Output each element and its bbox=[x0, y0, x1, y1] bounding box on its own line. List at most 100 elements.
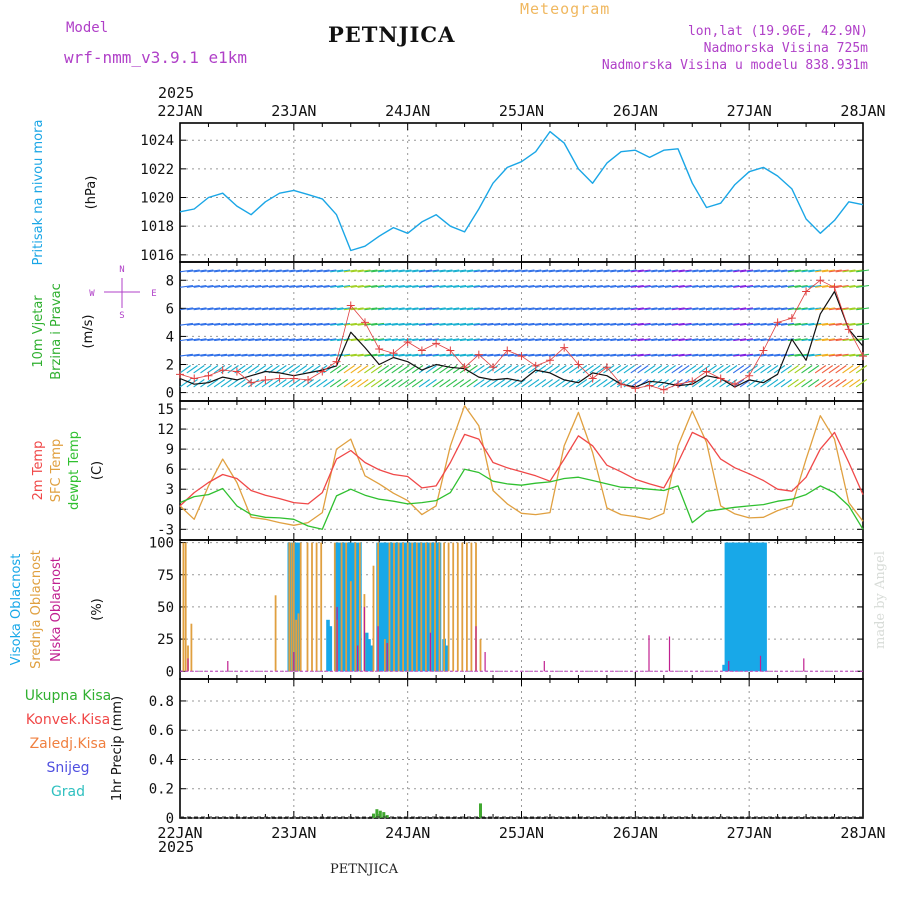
precip-legend-item: Snijeg bbox=[46, 760, 89, 776]
precip-bar bbox=[375, 809, 379, 818]
wind-barb bbox=[466, 338, 480, 342]
wind-gust-marker bbox=[688, 377, 697, 386]
wind-barb bbox=[514, 284, 528, 288]
wind-barb bbox=[780, 322, 794, 326]
wind-barb bbox=[214, 307, 228, 311]
wind-barb bbox=[617, 284, 631, 288]
wind-barb bbox=[801, 322, 815, 326]
wind-barb bbox=[609, 365, 622, 374]
wind-barb bbox=[418, 353, 432, 357]
wind-barb bbox=[350, 353, 364, 357]
wind-barb bbox=[671, 353, 685, 357]
wind-barb bbox=[425, 322, 439, 326]
wind-barb bbox=[699, 269, 713, 273]
wind-barb bbox=[220, 284, 234, 288]
wind-barb bbox=[227, 379, 239, 388]
wind-barb bbox=[828, 307, 842, 311]
wind-barb-row bbox=[179, 365, 868, 374]
wind-barb bbox=[227, 284, 241, 288]
wind-barb bbox=[384, 338, 398, 342]
wind-barb bbox=[658, 322, 672, 326]
wind-barb bbox=[541, 307, 555, 311]
wind-barb bbox=[370, 365, 383, 374]
wind-barb bbox=[821, 379, 834, 388]
wind-barb bbox=[507, 284, 521, 288]
wind-barb bbox=[323, 284, 337, 288]
wind-barb bbox=[835, 379, 847, 388]
wind-barb bbox=[398, 353, 412, 357]
wind-gust-marker bbox=[773, 318, 782, 327]
wind-barb bbox=[664, 269, 678, 273]
y-tick-label: 0.2 bbox=[149, 782, 174, 798]
wind-barb bbox=[248, 322, 262, 326]
wind-barb bbox=[432, 322, 446, 326]
wind-barb bbox=[576, 322, 590, 326]
wind-barb bbox=[712, 269, 726, 273]
y-tick-label: 100 bbox=[149, 536, 174, 552]
wind-barb bbox=[473, 365, 485, 374]
cloud-bar bbox=[726, 542, 731, 672]
wind-barb bbox=[582, 322, 596, 326]
wind-barb bbox=[398, 307, 412, 311]
wind-barb bbox=[507, 269, 521, 273]
cloud-bar bbox=[443, 542, 445, 672]
wind-barb bbox=[733, 322, 747, 326]
cloud-bar bbox=[336, 606, 338, 672]
wind-barb bbox=[241, 307, 255, 311]
wind-barb bbox=[787, 338, 801, 342]
cloud-bar bbox=[383, 542, 387, 672]
wind-barb bbox=[705, 353, 719, 357]
cloud-bar bbox=[388, 542, 391, 672]
wind-barb bbox=[337, 307, 351, 311]
y-tick-label: 15 bbox=[157, 402, 174, 418]
wind-barb bbox=[494, 307, 508, 311]
wind-barb bbox=[739, 284, 753, 288]
wind-barb bbox=[528, 284, 542, 288]
wind-barb bbox=[288, 365, 301, 374]
cloud-bar bbox=[386, 643, 388, 672]
wind-barb bbox=[364, 379, 376, 388]
wind-barb bbox=[705, 338, 719, 342]
wind-barb bbox=[705, 269, 719, 273]
wind-barb bbox=[193, 269, 207, 273]
wind-barb bbox=[473, 379, 485, 388]
wind-gust-marker bbox=[275, 374, 284, 383]
precip-bar bbox=[382, 812, 386, 818]
wind-barb bbox=[446, 353, 460, 357]
wind-barb bbox=[528, 353, 542, 357]
wind-barb bbox=[658, 338, 672, 342]
wind-barb bbox=[596, 322, 610, 326]
precip-bar bbox=[479, 803, 482, 818]
wind-barb bbox=[473, 269, 487, 273]
wind-barb bbox=[514, 379, 526, 388]
wind-barb bbox=[733, 338, 747, 342]
cloud-bar bbox=[729, 542, 733, 672]
wind-barb bbox=[391, 365, 403, 374]
compass-s: S bbox=[119, 311, 124, 321]
wind-barb bbox=[678, 307, 692, 311]
wind-barb bbox=[330, 284, 344, 288]
wind-barb bbox=[179, 322, 193, 326]
wind-barb bbox=[193, 284, 207, 288]
wind-barb bbox=[357, 379, 369, 388]
wind-barb bbox=[179, 365, 191, 374]
wind-barb bbox=[691, 379, 704, 388]
wind-barb bbox=[234, 379, 246, 388]
wind-barb bbox=[664, 365, 676, 374]
wind-barb bbox=[398, 379, 410, 388]
wind-barb bbox=[500, 379, 513, 388]
wind-barb bbox=[316, 322, 330, 326]
wind-barb bbox=[507, 322, 521, 326]
wind-barb bbox=[343, 269, 357, 273]
wind-barb bbox=[733, 353, 747, 357]
cloud-bar bbox=[758, 542, 763, 672]
x-day-label-top: 28JAN bbox=[840, 102, 885, 120]
wind-barb bbox=[357, 322, 371, 326]
wind-barb bbox=[425, 284, 439, 288]
cloud-bar bbox=[333, 542, 336, 672]
cloud-bar bbox=[466, 542, 468, 672]
cloud-bar bbox=[749, 542, 754, 672]
wind-barb bbox=[459, 284, 473, 288]
wind-barb bbox=[377, 322, 391, 326]
wind-barb bbox=[760, 353, 774, 357]
